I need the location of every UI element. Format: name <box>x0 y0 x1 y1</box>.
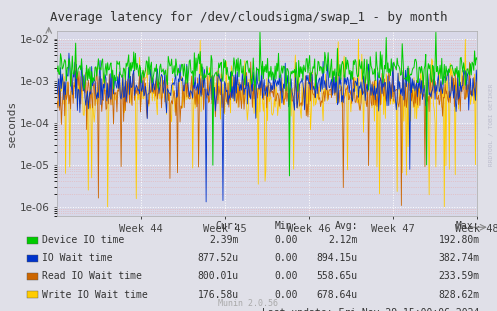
Text: 2.12m: 2.12m <box>329 235 358 245</box>
Text: RRDTOOL / TOBI OETIKER: RRDTOOL / TOBI OETIKER <box>489 83 494 166</box>
Text: Max:: Max: <box>456 221 480 231</box>
Text: 0.00: 0.00 <box>275 272 298 281</box>
Text: 2.39m: 2.39m <box>209 235 239 245</box>
Text: 233.59m: 233.59m <box>438 272 480 281</box>
Text: Min:: Min: <box>275 221 298 231</box>
Text: 0.00: 0.00 <box>275 253 298 263</box>
Text: Avg:: Avg: <box>334 221 358 231</box>
Text: Last update: Fri Nov 29 15:00:06 2024: Last update: Fri Nov 29 15:00:06 2024 <box>262 308 480 311</box>
Text: IO Wait time: IO Wait time <box>42 253 113 263</box>
Text: Write IO Wait time: Write IO Wait time <box>42 290 148 299</box>
Text: 877.52u: 877.52u <box>197 253 239 263</box>
Text: Average latency for /dev/cloudsigma/swap_1 - by month: Average latency for /dev/cloudsigma/swap… <box>50 11 447 24</box>
Text: 176.58u: 176.58u <box>197 290 239 299</box>
Text: 800.01u: 800.01u <box>197 272 239 281</box>
Text: Munin 2.0.56: Munin 2.0.56 <box>219 299 278 308</box>
Text: 828.62m: 828.62m <box>438 290 480 299</box>
Text: 0.00: 0.00 <box>275 290 298 299</box>
Text: Device IO time: Device IO time <box>42 235 124 245</box>
Text: 558.65u: 558.65u <box>317 272 358 281</box>
Text: 894.15u: 894.15u <box>317 253 358 263</box>
Text: 0.00: 0.00 <box>275 235 298 245</box>
Text: 192.80m: 192.80m <box>438 235 480 245</box>
Text: Cur:: Cur: <box>215 221 239 231</box>
Text: 678.64u: 678.64u <box>317 290 358 299</box>
Text: 382.74m: 382.74m <box>438 253 480 263</box>
Y-axis label: seconds: seconds <box>7 100 17 147</box>
Text: Read IO Wait time: Read IO Wait time <box>42 272 142 281</box>
